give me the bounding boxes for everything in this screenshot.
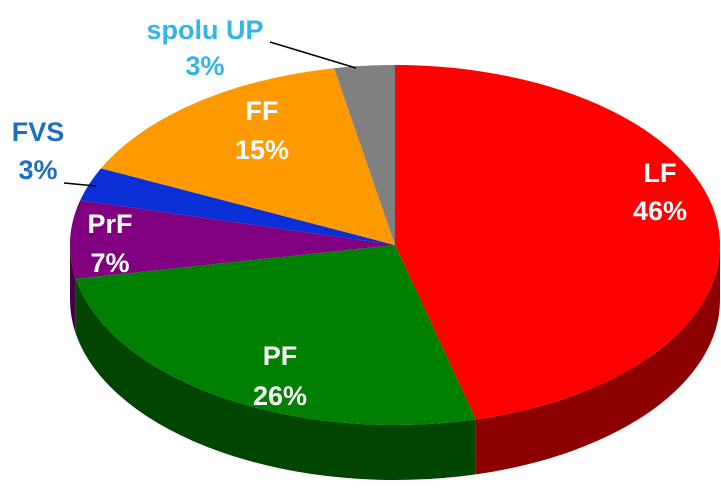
slice-value: 26% (253, 381, 307, 411)
pie-sides (70, 245, 720, 480)
slice-name: FVS (12, 117, 65, 147)
pie-side (70, 245, 76, 334)
pie-slice (70, 200, 395, 279)
slice-name: LF (644, 158, 677, 188)
leader-line (63, 182, 97, 187)
slice-value: 46% (633, 196, 687, 226)
slice-value: 3% (185, 51, 224, 81)
slice-value: 3% (18, 155, 57, 185)
pie-slice (334, 65, 395, 245)
labels: LF 46% PF 26% PrF 7% FVS 3% FF 15% spolu UP 3% (12, 15, 687, 411)
slice-name: PrF (87, 209, 132, 239)
slice-value: 15% (235, 135, 289, 165)
pie-slice (395, 65, 720, 420)
pie-slice (100, 68, 395, 245)
slice-name: spolu UP (146, 15, 263, 45)
pie-slice (75, 245, 476, 425)
pie-side (475, 245, 720, 475)
pie-side (75, 278, 476, 480)
slice-value: 7% (90, 248, 129, 278)
slice-name: FF (246, 96, 279, 126)
slice-name: PF (263, 341, 298, 371)
leader-line (269, 41, 357, 69)
pie-slice (80, 168, 395, 245)
pie-tops (70, 65, 720, 425)
